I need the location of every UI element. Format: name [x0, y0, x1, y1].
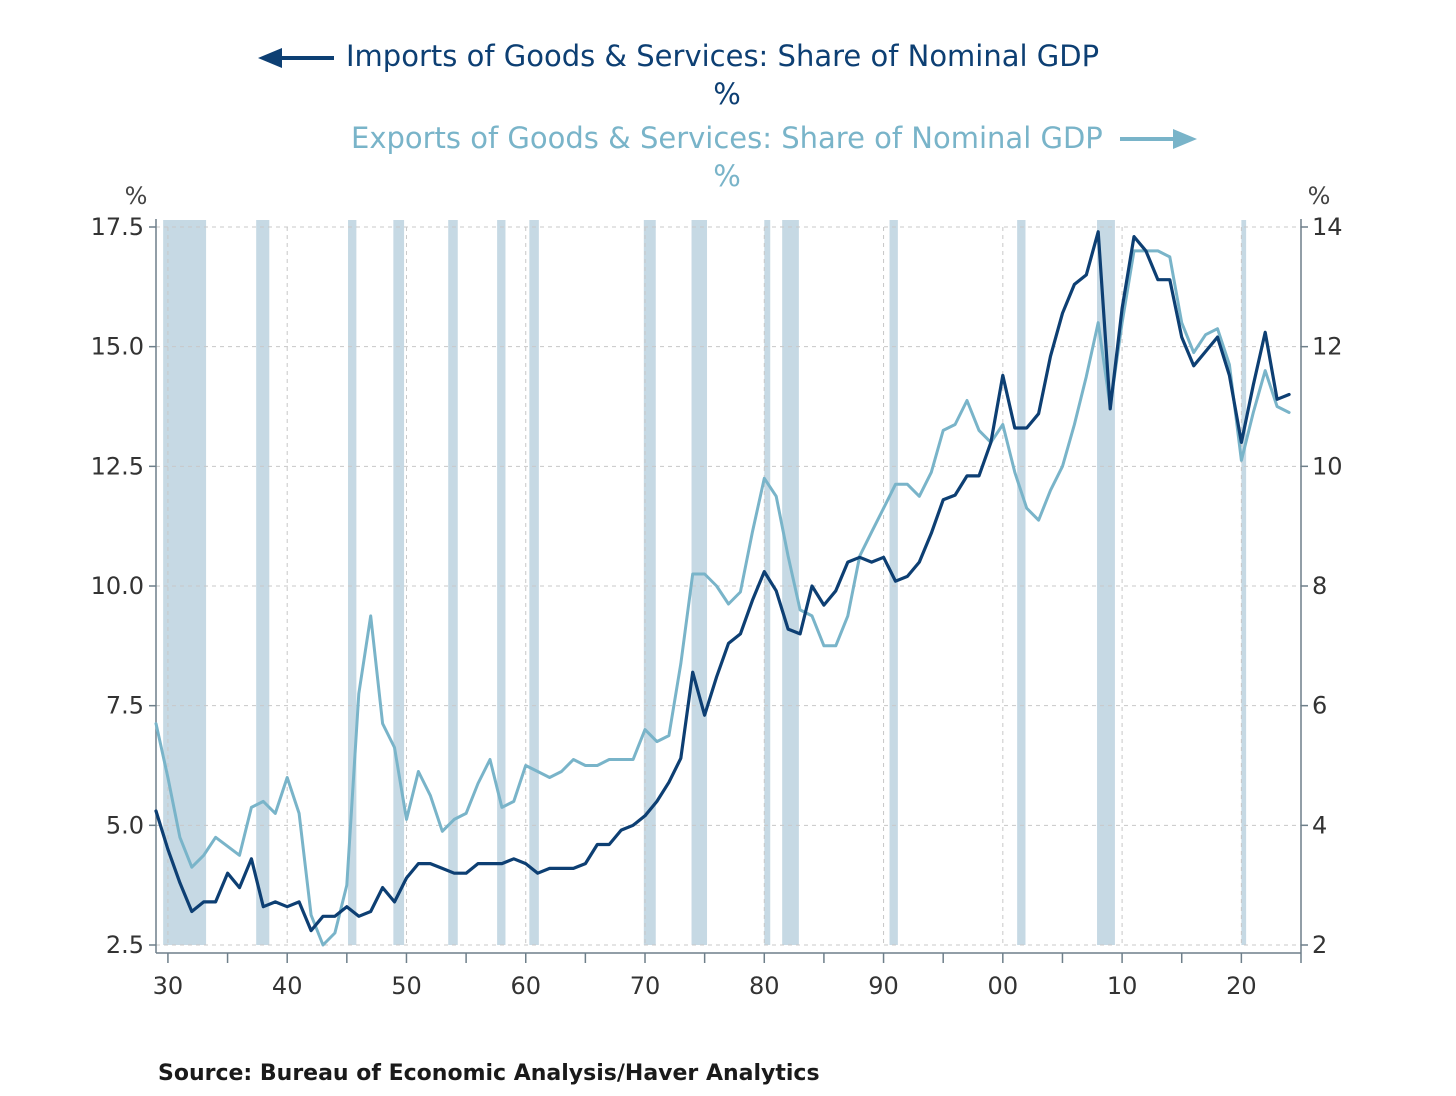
legend-exports-arrow — [1120, 129, 1197, 149]
grid — [156, 226, 1301, 946]
series — [154, 230, 1291, 947]
source-note: Source: Bureau of Economic Analysis/Have… — [158, 1061, 820, 1086]
recession-band — [256, 220, 270, 945]
exports-series-line — [154, 249, 1291, 947]
left-axis-tick-label: 5.0 — [106, 811, 144, 839]
recession-band — [1017, 220, 1026, 945]
right-axis-tick-label: 8 — [1312, 572, 1327, 600]
right-axis-tick-label: 10 — [1312, 452, 1343, 480]
recession-band — [448, 220, 458, 945]
recession-band — [782, 220, 799, 945]
left-axis-unit: % — [125, 182, 148, 210]
recession-band — [393, 220, 405, 945]
right-axis-tick-label: 4 — [1312, 811, 1327, 839]
right-axis-unit: % — [1308, 182, 1331, 210]
x-axis-tick-label: 50 — [391, 972, 422, 1000]
x-axis-tick-label: 20 — [1226, 972, 1257, 1000]
recession-band — [764, 220, 771, 945]
x-axis-tick-label: 80 — [749, 972, 780, 1000]
x-axis-tick-label: 70 — [630, 972, 661, 1000]
recession-band — [497, 220, 506, 945]
left-axis-tick-label: 17.5 — [91, 213, 144, 241]
legend: Imports of Goods & Services: Share of No… — [258, 39, 1197, 193]
right-axis-tick-label: 2 — [1312, 931, 1327, 959]
recession-band — [529, 220, 539, 945]
legend-exports-unit: % — [713, 159, 741, 193]
imports-series-line — [154, 230, 1291, 933]
legend-exports-label: Exports of Goods & Services: Share of No… — [351, 121, 1103, 155]
x-axis-tick-label: 10 — [1107, 972, 1138, 1000]
recession-band — [163, 220, 207, 945]
recession-band — [691, 220, 708, 945]
legend-imports-label: Imports of Goods & Services: Share of No… — [346, 39, 1099, 73]
legend-imports-arrow — [258, 48, 334, 68]
recession-band — [1241, 220, 1247, 945]
left-axis-tick-label: 7.5 — [106, 692, 144, 720]
left-axis-tick-label: 15.0 — [91, 333, 144, 361]
recession-band — [643, 220, 656, 945]
x-axis-tick-label: 00 — [988, 972, 1019, 1000]
axes: 2.5 5.0 7.5 10.0 12.5 15.0 17.5 2 4 6 8 10 12 14 30 40 5… — [91, 213, 1343, 1000]
legend-imports-unit: % — [713, 77, 741, 111]
left-axis-tick-label: 12.5 — [91, 452, 144, 480]
recession-bands — [163, 220, 1247, 945]
left-axis-tick-label: 2.5 — [106, 931, 144, 959]
left-axis-tick-label: 10.0 — [91, 572, 144, 600]
x-axis-tick-label: 90 — [868, 972, 899, 1000]
x-axis-tick-label: 40 — [272, 972, 303, 1000]
recession-band — [889, 220, 898, 945]
right-axis-tick-label: 12 — [1312, 333, 1343, 361]
right-axis-tick-label: 14 — [1312, 213, 1343, 241]
right-axis-tick-label: 6 — [1312, 692, 1327, 720]
recession-band — [348, 220, 357, 945]
x-axis-tick-label: 30 — [153, 972, 184, 1000]
x-axis-tick-label: 60 — [510, 972, 541, 1000]
